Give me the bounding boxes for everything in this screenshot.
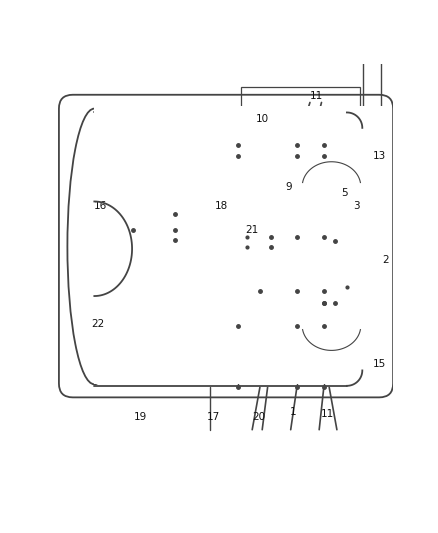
Text: 2: 2 (382, 255, 389, 265)
Bar (329, 253, 346, 261)
Bar (94, 106, 387, 384)
Text: 19: 19 (134, 411, 147, 422)
Text: 1: 1 (290, 407, 297, 417)
Bar (110, 164, 175, 210)
Bar (108, 300, 131, 309)
Text: 10: 10 (256, 115, 269, 124)
Bar (240, 87, 360, 214)
Text: 5: 5 (341, 188, 348, 198)
Bar (94, 109, 375, 384)
Text: 21: 21 (246, 224, 259, 235)
Text: 11: 11 (310, 91, 323, 101)
Text: 20: 20 (252, 411, 265, 422)
FancyBboxPatch shape (59, 95, 393, 398)
Bar (103, 112, 238, 310)
Text: 16: 16 (94, 201, 107, 212)
Text: 13: 13 (373, 151, 386, 161)
Bar (108, 286, 147, 297)
Bar (127, 294, 137, 301)
Text: 22: 22 (92, 319, 105, 329)
Bar (260, 253, 329, 303)
Bar (244, 172, 292, 206)
Bar (363, 47, 381, 195)
Text: 11: 11 (321, 409, 334, 419)
Text: 15: 15 (373, 359, 386, 369)
Text: 17: 17 (207, 411, 220, 422)
Bar (145, 292, 166, 303)
Ellipse shape (67, 109, 121, 384)
Text: 3: 3 (353, 201, 360, 212)
Text: 9: 9 (285, 182, 292, 192)
Bar (110, 294, 127, 301)
Text: 18: 18 (215, 201, 228, 212)
